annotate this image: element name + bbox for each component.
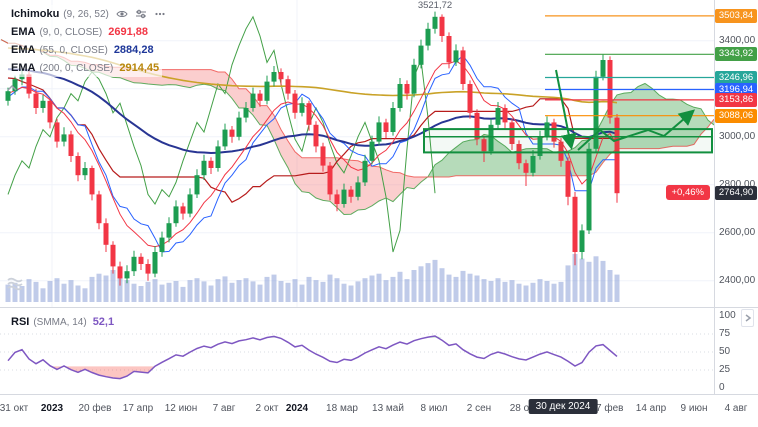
ema9-title: EMA: [11, 26, 36, 38]
ema200-legend-row[interactable]: EMA (200, 0, CLOSE) 2914,45: [8, 59, 163, 77]
time-tick-label: 18 мар: [326, 403, 358, 414]
time-tick-label: 31 окт: [0, 403, 29, 414]
selected-date-badge: 30 дек 2024: [528, 399, 598, 414]
time-tick-label: 4 авг: [724, 403, 748, 414]
time-tick-label: 8 июл: [420, 403, 448, 414]
price-level-badge: 3343,92: [715, 47, 757, 62]
rsi-scale-label: 50: [719, 346, 731, 357]
settings-icon[interactable]: [135, 8, 147, 20]
rsi-legend-row[interactable]: RSI (SMMA, 14) 52,1: [8, 313, 118, 331]
collapse-indicators-button[interactable]: [6, 83, 18, 93]
time-tick-label: 2 сен: [466, 403, 492, 414]
ichimoku-params: (9, 26, 52): [63, 8, 109, 20]
last-price-badge: 2764,90: [715, 186, 757, 201]
rsi-scale-label: 75: [719, 328, 731, 339]
ema55-value: 2884,28: [113, 44, 154, 56]
ema200-title: EMA: [11, 62, 36, 74]
price-tick-label: 3400,00: [719, 34, 756, 46]
time-tick-label: 12 июн: [164, 403, 198, 414]
price-axis[interactable]: 3400,00 3000,00 2800,00 2600,00 2400,00 3503,…: [714, 0, 758, 395]
ema55-legend-row[interactable]: EMA (55, 0, CLOSE) 2884,28: [8, 41, 157, 59]
time-axis-separator: [0, 394, 758, 395]
rsi-title: RSI: [11, 316, 30, 328]
price-tick-label: 3000,00: [719, 130, 756, 142]
price-tick-label: 2800,00: [719, 178, 756, 190]
rsi-pane[interactable]: RSI (SMMA, 14) 52,1: [0, 308, 714, 394]
time-tick-label: 17 апр: [122, 403, 154, 414]
price-chart-pane[interactable]: Ichimoku (9, 26, 52) EMA (9, 0, CLOSE) 2…: [0, 0, 714, 307]
time-tick-label: 9 июн: [680, 403, 708, 414]
axis-separator-vertical: [714, 0, 715, 395]
rsi-scale-label: 0: [719, 382, 725, 393]
time-tick-label: 7 авг: [212, 403, 236, 414]
ema200-params: (200, 0, CLOSE): [39, 62, 114, 74]
time-tick-label: 2 окт: [255, 403, 279, 414]
time-tick-label: 2024: [285, 403, 309, 414]
price-level-badge: 3246,96: [715, 70, 757, 85]
rsi-legend: RSI (SMMA, 14) 52,1: [8, 313, 118, 331]
bar-high-price-label: 3521,72: [417, 0, 453, 11]
ema55-params: (55, 0, CLOSE): [39, 44, 108, 56]
visibility-icon[interactable]: [116, 8, 128, 20]
rsi-value: 52,1: [92, 316, 115, 328]
time-tick-label: 14 апр: [635, 403, 667, 414]
rsi-scale-label: 25: [719, 364, 731, 375]
rsi-scale-label: 100: [719, 310, 736, 321]
platform-logo-icon: [7, 277, 23, 291]
ema9-params: (9, 0, CLOSE): [39, 26, 103, 38]
time-tick-label: 2023: [40, 403, 64, 414]
time-tick-label: 13 май: [372, 403, 404, 414]
pane-separator[interactable]: [0, 307, 758, 308]
change-percent-badge[interactable]: +0,46%: [665, 185, 710, 201]
price-level-badge: 3503,84: [715, 8, 757, 23]
ichimoku-title: Ichimoku: [11, 8, 60, 20]
price-tick-label: 2600,00: [719, 226, 756, 238]
price-level-badge: 3153,86: [715, 92, 757, 107]
time-tick-label: 17 фев: [590, 403, 624, 414]
more-options-icon[interactable]: [154, 8, 166, 20]
time-tick-label: 28 окт: [509, 403, 539, 414]
ema55-title: EMA: [11, 44, 36, 56]
ichimoku-legend-row[interactable]: Ichimoku (9, 26, 52): [8, 5, 169, 23]
ema200-value: 2914,45: [119, 62, 160, 74]
rsi-params: (SMMA, 14): [33, 316, 87, 328]
candlestick-chart-canvas[interactable]: [0, 0, 714, 307]
indicator-legend: Ichimoku (9, 26, 52) EMA (9, 0, CLOSE) 2…: [8, 5, 169, 77]
time-tick-label: 20 фев: [78, 403, 112, 414]
ema9-value: 2691,88: [108, 26, 149, 38]
time-axis[interactable]: 31 окт 2023 20 фев 17 апр 12 июн 7 авг 2 окт 20…: [0, 395, 758, 427]
price-level-badge: 3088,06: [715, 108, 757, 123]
price-tick-label: 2400,00: [719, 274, 756, 286]
pane-expand-button[interactable]: [741, 309, 754, 327]
ema9-legend-row[interactable]: EMA (9, 0, CLOSE) 2691,88: [8, 23, 152, 41]
rsi-chart-canvas[interactable]: [0, 308, 714, 394]
